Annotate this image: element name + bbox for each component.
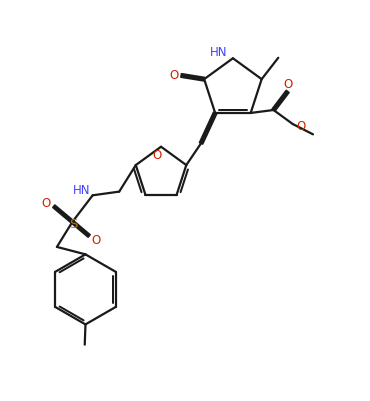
- Text: O: O: [153, 149, 162, 162]
- Text: O: O: [41, 196, 50, 210]
- Text: O: O: [92, 233, 101, 247]
- Text: O: O: [284, 78, 293, 91]
- Text: HN: HN: [210, 46, 228, 59]
- Text: S: S: [69, 217, 77, 230]
- Text: O: O: [169, 69, 179, 82]
- Text: O: O: [296, 120, 306, 133]
- Text: HN: HN: [73, 184, 90, 197]
